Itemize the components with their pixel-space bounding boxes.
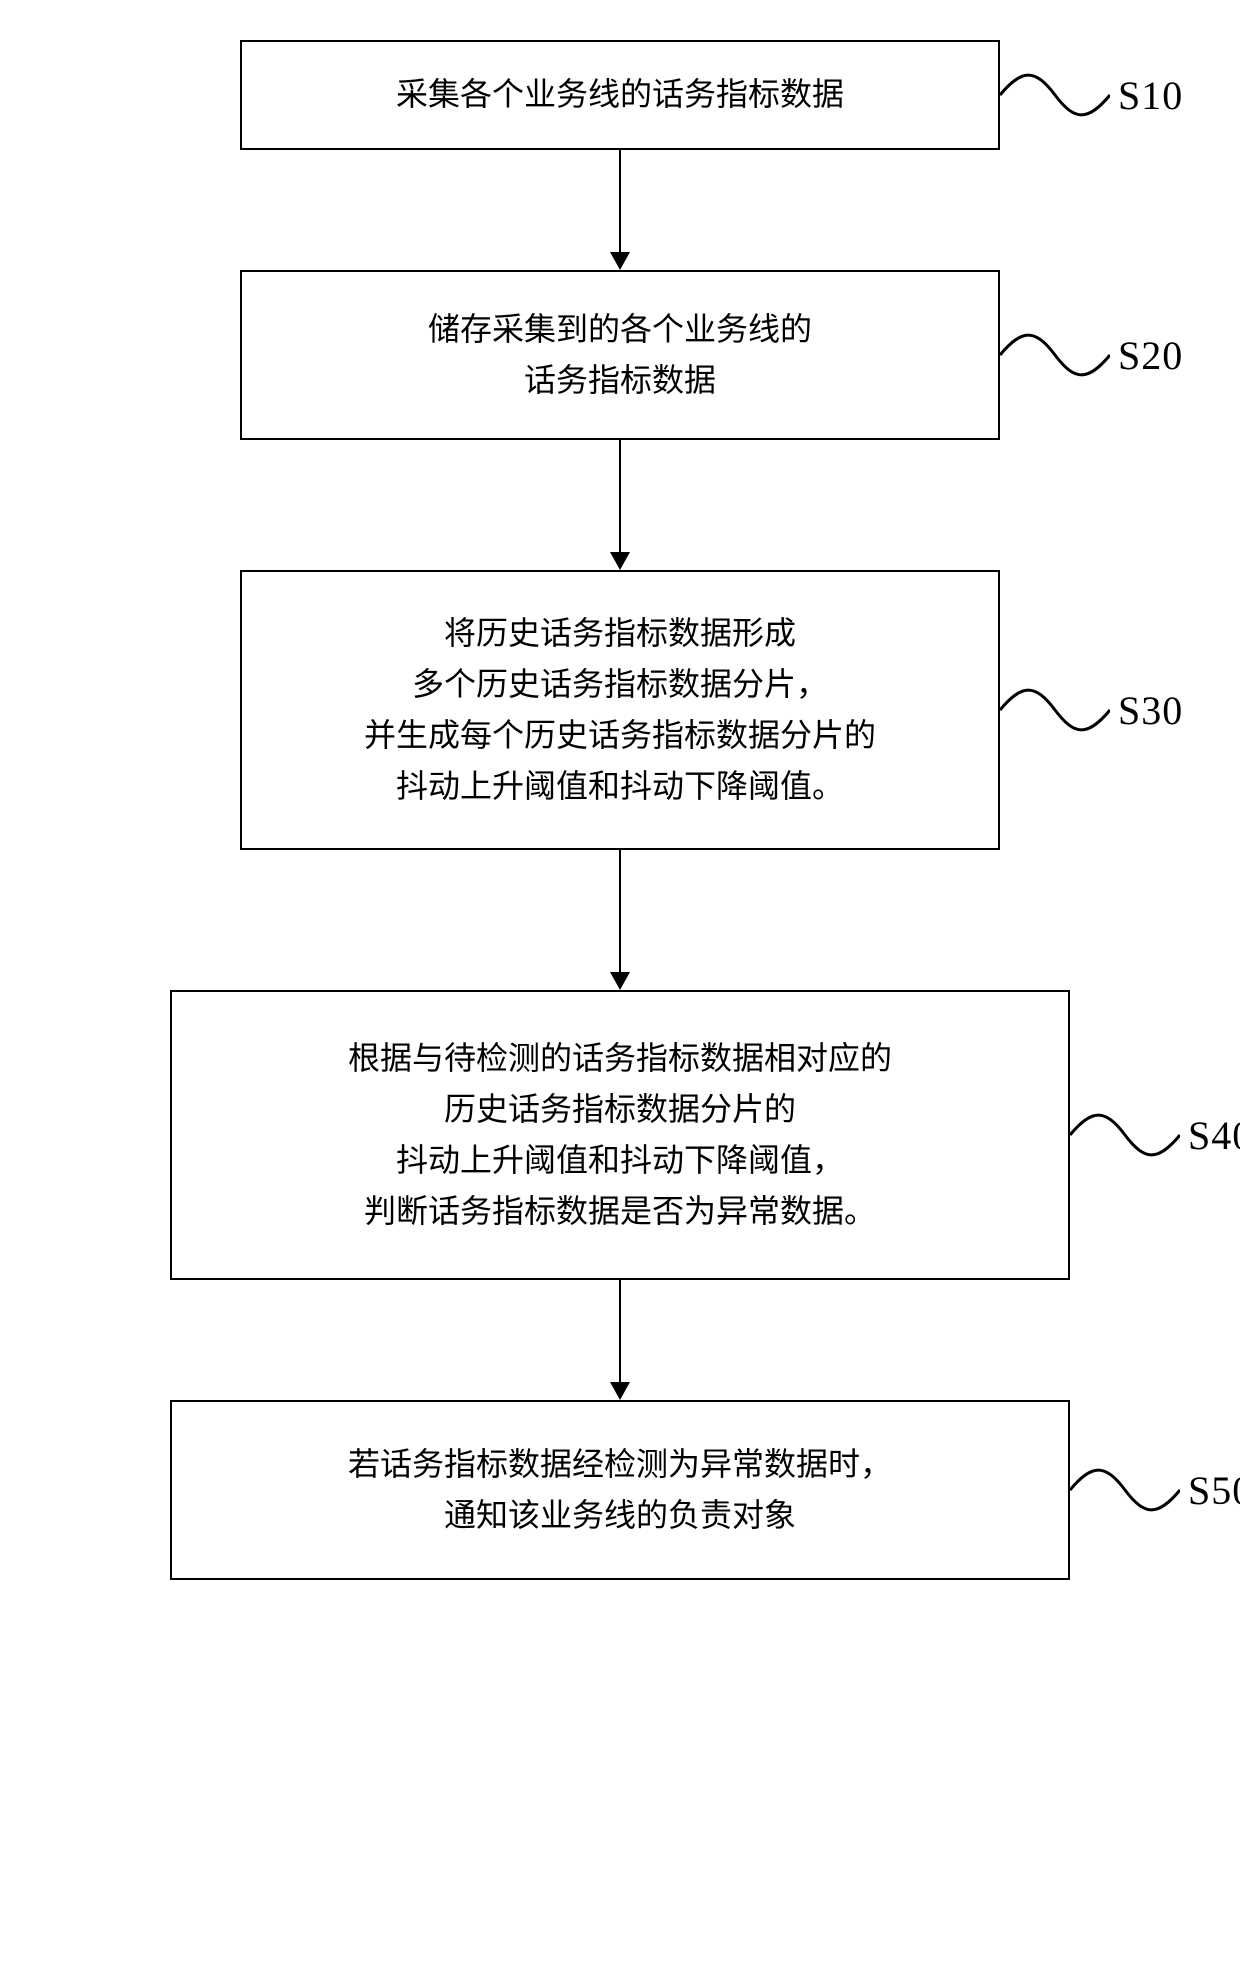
arrow-head-icon: [610, 252, 630, 270]
flow-row-s30: 将历史话务指标数据形成 多个历史话务指标数据分片， 并生成每个历史话务指标数据分…: [0, 570, 1240, 850]
arrow-head-icon: [610, 552, 630, 570]
squiggle-connector-icon: [1000, 680, 1110, 740]
arrow-head-icon: [610, 972, 630, 990]
flow-node-text: 采集各个业务线的话务指标数据: [396, 69, 844, 120]
flow-arrow-s10-down: [610, 150, 630, 270]
flow-row-s20: 储存采集到的各个业务线的 话务指标数据 S20: [0, 270, 1240, 440]
flow-arrow-s20-down: [610, 440, 630, 570]
step-label-s50: S50: [1188, 1467, 1240, 1514]
step-label-s20: S20: [1118, 332, 1183, 379]
squiggle-connector-icon: [1000, 325, 1110, 385]
flow-row-s10: 采集各个业务线的话务指标数据 S10: [0, 40, 1240, 150]
flowchart-root: 采集各个业务线的话务指标数据 S10 储存采集到的各个业务线的 话务指标数据 S20 将…: [0, 40, 1240, 1580]
squiggle-connector-icon: [1070, 1460, 1180, 1520]
flow-node-s20: 储存采集到的各个业务线的 话务指标数据: [240, 270, 1000, 440]
arrow-line: [619, 850, 621, 972]
flow-node-s40: 根据与待检测的话务指标数据相对应的 历史话务指标数据分片的 抖动上升阈值和抖动下…: [170, 990, 1070, 1280]
flow-arrow-s40-down: [610, 1280, 630, 1400]
arrow-line: [619, 440, 621, 552]
flow-row-s40: 根据与待检测的话务指标数据相对应的 历史话务指标数据分片的 抖动上升阈值和抖动下…: [0, 990, 1240, 1280]
flow-node-text: 将历史话务指标数据形成 多个历史话务指标数据分片， 并生成每个历史话务指标数据分…: [364, 608, 876, 813]
flow-node-text: 若话务指标数据经检测为异常数据时， 通知该业务线的负责对象: [348, 1439, 892, 1541]
flow-node-s30: 将历史话务指标数据形成 多个历史话务指标数据分片， 并生成每个历史话务指标数据分…: [240, 570, 1000, 850]
step-label-group-s40: S40: [1070, 1105, 1240, 1165]
step-label-s40: S40: [1188, 1112, 1240, 1159]
step-label-group-s20: S20: [1000, 325, 1183, 385]
step-label-group-s30: S30: [1000, 680, 1183, 740]
arrow-line: [619, 1280, 621, 1382]
flow-node-text: 根据与待检测的话务指标数据相对应的 历史话务指标数据分片的 抖动上升阈值和抖动下…: [348, 1033, 892, 1238]
step-label-s30: S30: [1118, 687, 1183, 734]
step-label-group-s10: S10: [1000, 65, 1183, 125]
flow-node-s50: 若话务指标数据经检测为异常数据时， 通知该业务线的负责对象: [170, 1400, 1070, 1580]
step-label-s10: S10: [1118, 72, 1183, 119]
squiggle-connector-icon: [1000, 65, 1110, 125]
flow-node-text: 储存采集到的各个业务线的 话务指标数据: [428, 304, 812, 406]
squiggle-connector-icon: [1070, 1105, 1180, 1165]
flow-node-s10: 采集各个业务线的话务指标数据: [240, 40, 1000, 150]
flow-arrow-s30-down: [610, 850, 630, 990]
flow-row-s50: 若话务指标数据经检测为异常数据时， 通知该业务线的负责对象 S50: [0, 1400, 1240, 1580]
arrow-line: [619, 150, 621, 252]
arrow-head-icon: [610, 1382, 630, 1400]
step-label-group-s50: S50: [1070, 1460, 1240, 1520]
